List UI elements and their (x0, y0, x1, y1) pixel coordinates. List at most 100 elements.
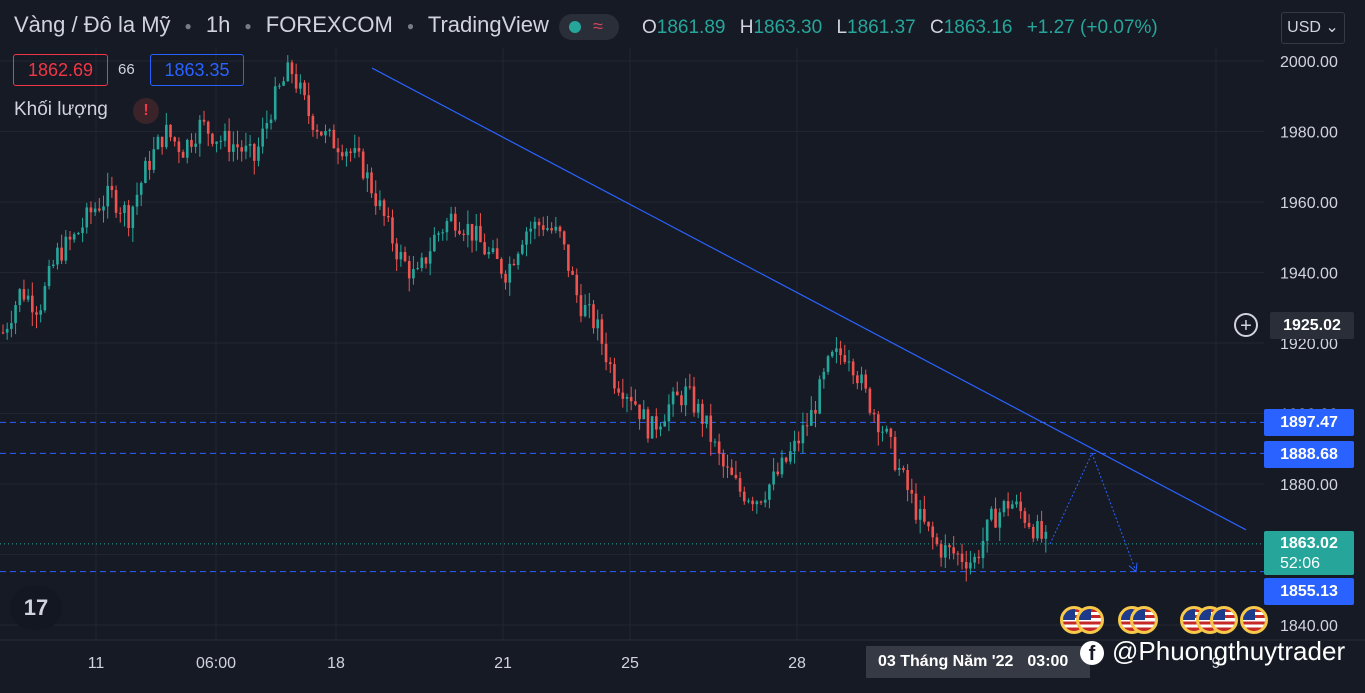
candle-body (118, 212, 122, 214)
candle-body (667, 404, 671, 422)
candle-body (814, 409, 817, 414)
currency-select[interactable]: USD ⌄ (1281, 12, 1345, 44)
candle-body (851, 361, 855, 376)
candle-body (826, 356, 830, 372)
candle-body (194, 143, 197, 147)
candle-body (311, 116, 315, 130)
buy-price-button[interactable]: 1863.35 (150, 54, 244, 86)
candle-body (843, 355, 847, 362)
candle-body (868, 388, 872, 413)
candle-body (428, 251, 432, 264)
volume-indicator-label[interactable]: Khối lượng (14, 99, 108, 120)
candle-body (261, 128, 264, 147)
candle-body (835, 348, 838, 352)
candle-body (533, 221, 537, 229)
candle-body (14, 305, 17, 324)
us-flag-icon (1076, 606, 1104, 634)
candle-body (952, 547, 955, 554)
candle-body (747, 500, 750, 502)
y-tick-label: 1960.00 (1280, 195, 1338, 212)
candle-body (26, 295, 30, 300)
candle-body (567, 244, 570, 271)
chart-overlays (371, 67, 1247, 573)
candle-body (529, 228, 532, 232)
candle-body (562, 231, 566, 245)
candle-body (399, 252, 403, 260)
candle-body (906, 469, 909, 490)
candle-body (131, 206, 135, 229)
candle-body (114, 190, 118, 213)
candle-body (910, 489, 914, 494)
candle-body (776, 471, 780, 475)
candle-body (319, 131, 323, 136)
candle-body (424, 257, 428, 264)
bar-countdown: 52:06 (1280, 555, 1321, 572)
candle-body (571, 270, 574, 275)
candle-body (89, 207, 93, 213)
candle-body (39, 310, 42, 315)
candle-body (722, 453, 725, 467)
interval-label[interactable]: 1h (205, 12, 231, 37)
candle-body (931, 526, 935, 538)
candle-body (156, 136, 160, 150)
candle-body (592, 304, 595, 329)
candle-body (173, 137, 177, 142)
candle-body (190, 139, 193, 147)
facebook-icon: f (1080, 641, 1104, 666)
symbol-name[interactable]: Vàng / Đô la Mỹ (14, 12, 171, 37)
candle-body (671, 391, 675, 405)
last-price-tag: 1863.02 52:06 (1264, 531, 1354, 575)
candle-body (860, 374, 863, 384)
candle-body (600, 319, 604, 344)
candle-body (944, 545, 947, 558)
candle-body (278, 85, 281, 87)
y-tick-label: 1940.00 (1280, 266, 1338, 283)
candle-body (382, 200, 386, 216)
market-status-pill[interactable]: ≈ (559, 14, 619, 40)
candle-body (303, 82, 306, 96)
candle-body (349, 151, 352, 153)
candle-body (705, 415, 708, 424)
candle-body (93, 208, 97, 213)
candle-body (780, 457, 784, 475)
symbol-header[interactable]: Vàng / Đô la Mỹ ● 1h ● FOREXCOM ● TradingVi… (14, 12, 549, 37)
candle-body (692, 386, 696, 413)
crosshair-time-label: 03 Tháng Năm '22 03:00 (866, 646, 1090, 678)
candle-body (713, 441, 717, 443)
tradingview-logo-icon[interactable]: 17 (10, 586, 62, 630)
candle-body (772, 471, 775, 485)
candle-body (1019, 501, 1022, 512)
source-label: TradingView (427, 12, 549, 37)
us-flag-icon (1240, 606, 1268, 634)
candle-body (5, 328, 9, 333)
candle-body (768, 484, 771, 500)
sell-price-button[interactable]: 1862.69 (13, 54, 108, 86)
candle-body (1011, 504, 1014, 509)
candle-body (738, 478, 742, 492)
candle-body (985, 519, 989, 541)
candle-body (546, 228, 549, 230)
warning-icon[interactable]: ! (133, 98, 159, 124)
y-tick-label: 1840.00 (1280, 618, 1338, 635)
candle-body (805, 425, 809, 427)
candle-body (449, 213, 453, 221)
candle-body (939, 544, 943, 558)
candle-body (232, 144, 235, 152)
candle-body (575, 274, 579, 296)
candle-body (579, 295, 583, 317)
candle-body (60, 247, 63, 261)
candle-body (998, 512, 1002, 528)
level-price-tag-1: 1897.47 (1264, 409, 1354, 436)
y-tick-label: 1880.00 (1280, 477, 1338, 494)
candle-body (881, 431, 884, 433)
candle-body (466, 223, 470, 236)
candle-body (885, 428, 888, 432)
candle-body (1036, 521, 1039, 539)
add-level-icon[interactable]: + (1234, 313, 1258, 337)
candle-body (144, 160, 147, 183)
candle-body (608, 362, 612, 365)
x-tick-label: 21 (494, 655, 512, 672)
candle-body (688, 386, 692, 388)
candle-body (85, 207, 89, 228)
